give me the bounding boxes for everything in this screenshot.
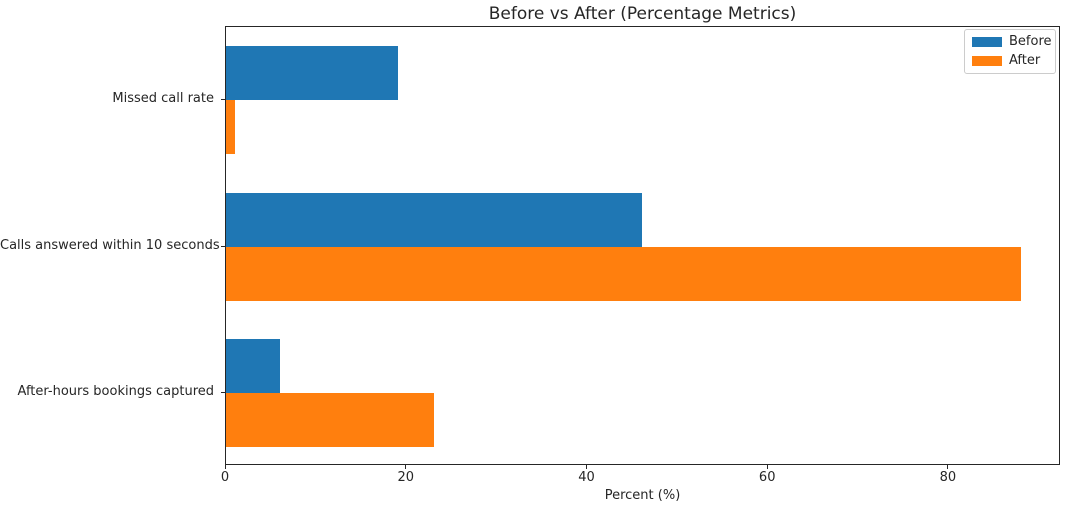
y-tick-mark-1	[221, 245, 225, 247]
x-tick-mark-3	[766, 465, 768, 469]
x-tick-mark-0	[224, 465, 226, 469]
legend-item-after: After	[972, 54, 1048, 68]
legend-swatch-after	[972, 56, 1002, 66]
x-tick-label-3: 60	[758, 470, 776, 485]
x-tick-mark-2	[585, 465, 587, 469]
bar-before-1	[226, 192, 642, 247]
x-tick-label-0: 0	[220, 470, 230, 485]
legend-item-before: Before	[972, 35, 1052, 49]
x-tick-label-2: 40	[578, 470, 595, 485]
bar-before-0	[226, 46, 398, 101]
x-tick-label-4: 80	[939, 470, 957, 485]
x-tick-mark-4	[947, 465, 949, 469]
x-axis-label: Percent (%)	[604, 488, 681, 503]
bar-after-0	[226, 100, 236, 155]
y-tick-mark-2	[221, 391, 225, 393]
x-tick-label-1: 20	[397, 470, 414, 485]
y-tick-mark-0	[221, 99, 225, 101]
y-tick-label-2: After-hours bookings captured	[17, 383, 214, 399]
legend-label-after: After	[1009, 53, 1041, 68]
legend-label-before: Before	[1009, 34, 1052, 49]
chart-title: Before vs After (Percentage Metrics)	[488, 4, 797, 24]
bar-before-2	[226, 338, 281, 393]
plot-area	[225, 26, 1060, 465]
y-tick-label-1: Calls answered within 10 seconds	[0, 237, 220, 253]
legend-swatch-before	[972, 37, 1002, 47]
bar-after-1	[226, 246, 1022, 301]
y-tick-label-0: Missed call rate	[112, 91, 214, 107]
bar-after-2	[226, 392, 434, 447]
legend: Before After	[964, 29, 1056, 74]
x-tick-mark-1	[405, 465, 407, 469]
